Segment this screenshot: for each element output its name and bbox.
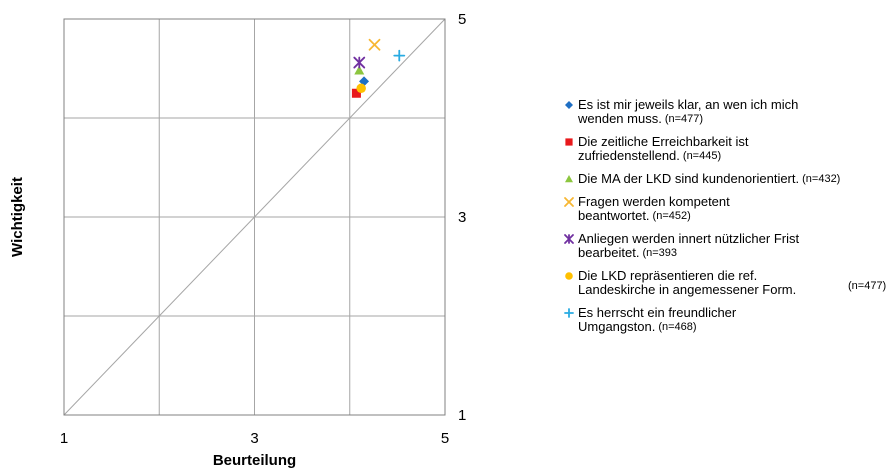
diagonal-line [63, 18, 446, 416]
legend-label: Die LKD repräsentieren die ref. [578, 268, 758, 283]
legend-item: Es ist mir jeweils klar, an wen ich mich… [564, 98, 890, 126]
legend-label: beantwortet. (n=452) [578, 208, 691, 223]
legend-label: bearbeitet. (n=393 [578, 245, 677, 260]
legend-item: Anliegen werden innert nützlicher Frist b… [564, 232, 890, 260]
legend-item: Die MA der LKD sind kundenorientiert. (n=… [564, 172, 890, 186]
legend-label: Anliegen werden innert nützlicher Frist [578, 231, 800, 246]
data-point-star [353, 56, 366, 69]
legend-item: Fragen werden kompetent beantwortet. (n=45… [564, 195, 890, 223]
legend-item: Die LKD repräsentieren die ref. Landeskir… [564, 269, 890, 297]
legend-marker-star [564, 234, 574, 244]
y-tick-label: 5 [458, 11, 466, 28]
legend-label: Es ist mir jeweils klar, an wen ich mich [578, 97, 799, 112]
data-point-circle [356, 83, 366, 94]
plot-area [63, 18, 446, 416]
legend-sample-size: (n=477) [664, 113, 704, 125]
y-tick-label: 1 [458, 407, 466, 424]
legend-label: Die MA der LKD sind kundenorientiert. (n=… [578, 171, 841, 186]
legend-label: Fragen werden kompetent [578, 194, 730, 209]
legend-marker-x [564, 197, 574, 207]
legend: Es ist mir jeweils klar, an wen ich mich… [564, 98, 890, 343]
legend-marker-plus [564, 308, 574, 318]
legend-marker-square [565, 138, 573, 146]
legend-label: Es herrscht ein freundlicher [578, 305, 737, 320]
data-point-triangle [354, 65, 365, 75]
legend-item: Die zeitliche Erreichbarkeit ist zufriede… [564, 135, 890, 163]
legend-sample-size: (n=445) [682, 150, 722, 162]
legend-sample-size: (n=432) [802, 173, 841, 185]
x-tick-label: 5 [441, 430, 449, 447]
legend-item: Es herrscht ein freundlicher Umgangston.(… [564, 306, 890, 334]
data-point-square [351, 88, 361, 98]
legend-marker-triangle [565, 175, 573, 183]
legend-sample-size: (n=393 [642, 247, 677, 259]
legend-label: Landeskirche in angemessener Form. (n=477… [578, 280, 887, 297]
legend-label: Umgangston. (n=468) [578, 319, 697, 334]
legend-sample-size: (n=452) [652, 210, 691, 222]
legend-sample-size: (n=477) [848, 280, 887, 292]
legend-label: zufriedenstellend. (n=445) [578, 148, 722, 163]
x-axis-title: Beurteilung [213, 452, 296, 469]
data-point-plus [393, 49, 406, 62]
y-axis-title: Wichtigkeit [9, 177, 26, 257]
y-tick-label: 3 [458, 209, 466, 226]
legend-marker-diamond [565, 101, 573, 109]
x-tick-label: 3 [250, 430, 258, 447]
legend-marker-circle [565, 272, 573, 280]
legend-sample-size: (n=468) [658, 321, 697, 333]
data-point-x [368, 38, 381, 51]
legend-label: Die zeitliche Erreichbarkeit ist [578, 134, 749, 149]
x-tick-label: 1 [60, 430, 68, 447]
legend-label: wenden muss. (n=477) [578, 111, 704, 126]
